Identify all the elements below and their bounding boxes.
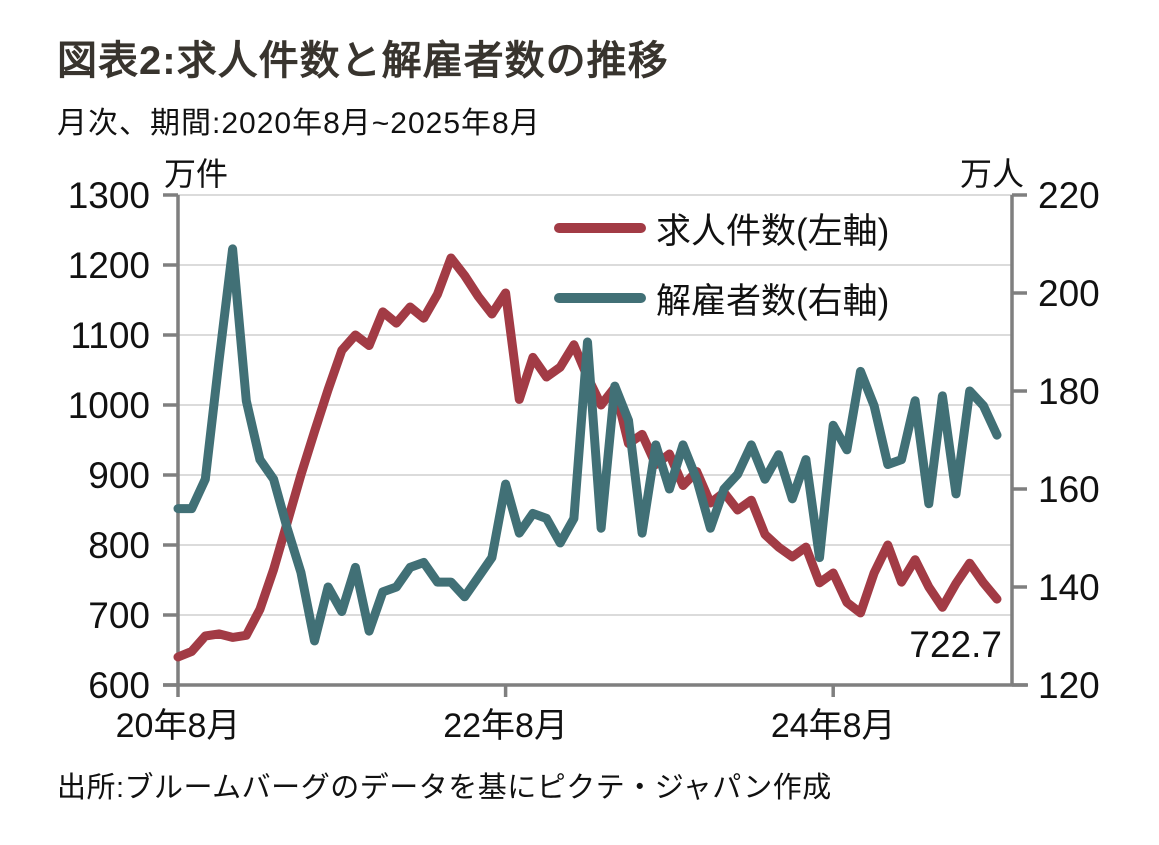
legend-swatch-layoffs-line [554, 293, 646, 303]
source-note: 出所:ブルームバーグのデータを基にピクテ・ジャパン作成 [57, 772, 832, 804]
right-tick-label: 120 [1038, 665, 1100, 706]
right-tick-label: 200 [1038, 273, 1100, 314]
right-axis-unit-label: 万人 [960, 156, 1025, 192]
page-title: 図表2:求人件数と解雇者数の推移 [57, 39, 669, 83]
x-tick-label: 20年8月 [116, 707, 241, 745]
right-tick-label: 160 [1038, 469, 1100, 510]
axes [163, 193, 1028, 697]
left-axis-unit-label: 万件 [164, 156, 229, 192]
left-tick-label: 1200 [68, 245, 150, 286]
left-tick-label: 600 [88, 665, 150, 706]
right-tick-label: 220 [1038, 175, 1100, 216]
right-tick-label: 180 [1038, 371, 1100, 412]
legend-swatch-job-openings-line [554, 223, 646, 233]
legend-label-job-openings: 求人件数(左軸) [656, 211, 890, 251]
last-value-annotation: 722.7 [909, 624, 1002, 665]
right-tick-label: 140 [1038, 567, 1100, 608]
series-line-layoffs [173, 244, 1002, 646]
x-tick-label: 22年8月 [443, 707, 568, 745]
left-tick-label: 1000 [68, 385, 150, 426]
left-tick-label: 900 [88, 455, 150, 496]
left-tick-label: 1300 [68, 175, 150, 216]
legend-label-layoffs: 解雇者数(右軸) [656, 281, 890, 321]
left-tick-label: 1100 [70, 315, 150, 356]
legend-item-layoffs: 解雇者数(右軸) [538, 275, 1008, 321]
x-tick-label: 24年8月 [771, 707, 896, 745]
left-tick-label: 800 [88, 525, 150, 566]
left-tick-label: 700 [88, 595, 150, 636]
page-subtitle: 月次、期間:2020年8月~2025年8月 [57, 107, 541, 140]
legend-item-job-openings: 求人件数(左軸) [538, 205, 1008, 251]
